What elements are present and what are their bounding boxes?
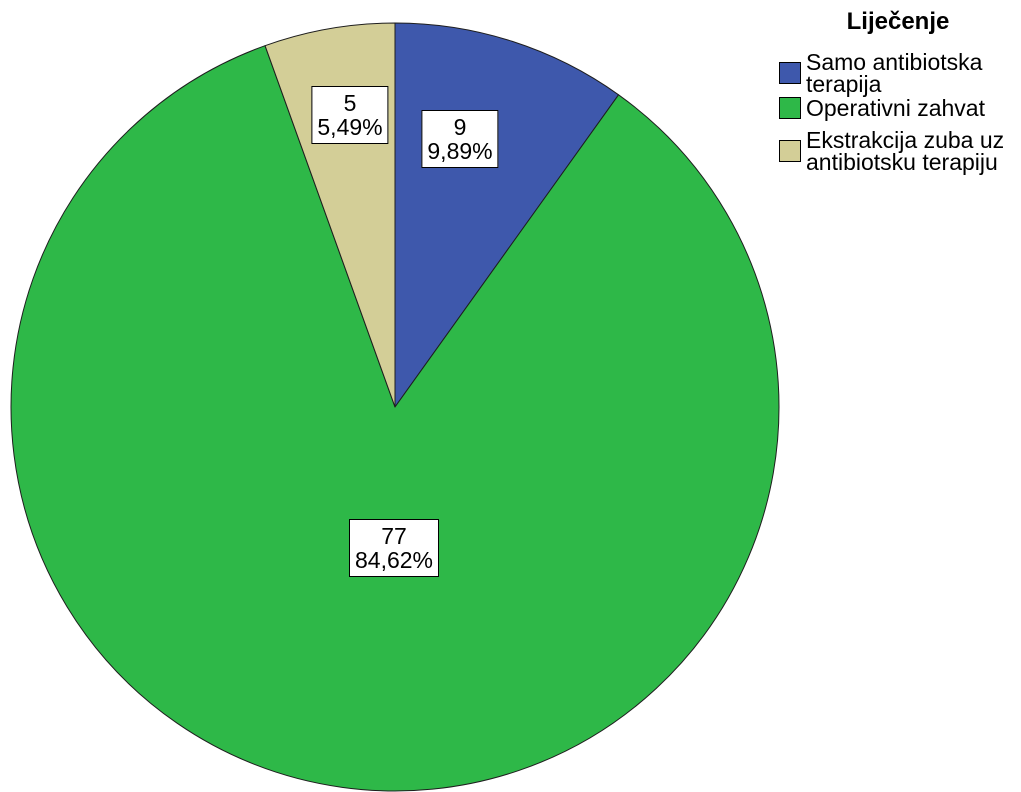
legend-swatch [779, 97, 801, 119]
data-label-ekstrakcija-zuba-uz-antibiotsku-terapiju: 5 5,49% [311, 86, 389, 144]
data-label-percent: 5,49% [317, 114, 383, 140]
pie-slice-operativni-zahvat [10, 45, 780, 792]
legend-label: Samo antibiotska terapija [806, 49, 983, 97]
data-label-operativni-zahvat: 77 84,62% [348, 519, 440, 577]
legend-item-operativni-zahvat: Operativni zahvat [779, 95, 1018, 121]
legend-label: Ekstrakcija zuba uz antibiotsku terapiju [806, 127, 1005, 175]
legend-label: Operativni zahvat [806, 95, 985, 121]
legend-item-samo-antibiotska-terapija: Samo antibiotska terapija [779, 49, 1018, 97]
data-label-percent: 9,89% [427, 138, 493, 164]
legend-title: Liječenje [846, 8, 950, 35]
data-label-samo-antibiotska-terapija: 9 9,89% [421, 110, 499, 168]
data-label-count: 9 [453, 114, 467, 140]
data-label-count: 5 [343, 90, 357, 116]
legend-swatch [779, 140, 801, 162]
pie-slices [10, 22, 780, 792]
data-label-percent: 84,62% [354, 547, 434, 573]
legend-item-ekstrakcija-zuba-uz-antibiotsku-terapiju: Ekstrakcija zuba uz antibiotsku terapiju [779, 127, 1018, 175]
data-label-count: 77 [381, 523, 407, 549]
legend-swatch [779, 62, 801, 84]
